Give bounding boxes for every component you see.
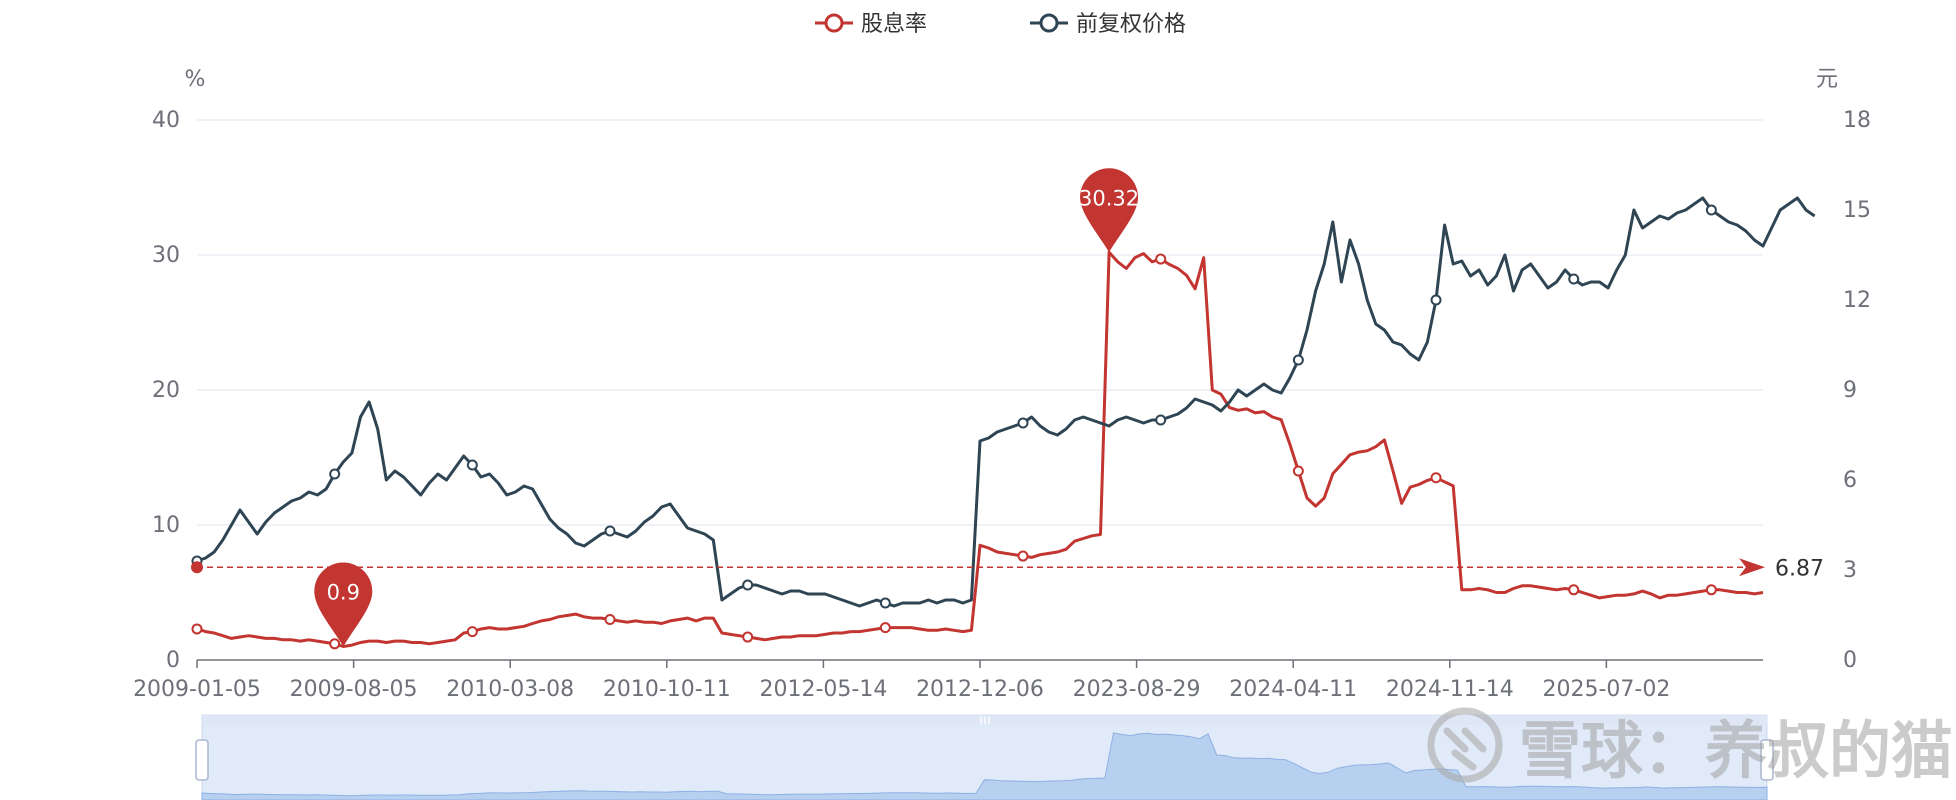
series-point <box>1430 472 1442 484</box>
series-point <box>329 468 341 480</box>
y-left-tick-label: 10 <box>152 513 180 538</box>
series-point <box>742 579 754 591</box>
y-right-unit-label: 元 <box>1816 67 1838 92</box>
y-left-tick-label: 40 <box>152 108 180 133</box>
y-axis-left: 0 10 20 30 40 <box>152 108 180 673</box>
x-axis: 2009-01-05 2009-08-05 2010-03-08 2010-10-11… <box>133 659 1763 702</box>
series-point <box>1705 584 1717 596</box>
series-point <box>1568 273 1580 285</box>
max-marker-pin <box>1080 168 1139 253</box>
zoom-track <box>201 714 1768 800</box>
x-tick-label: 2012-05-14 <box>759 677 887 702</box>
y-right-tick-label: 18 <box>1843 108 1871 133</box>
series-point <box>1705 204 1717 216</box>
grid <box>197 119 1763 526</box>
x-tick-label: 2025-07-02 <box>1542 677 1670 702</box>
x-tick-label: 2023-08-29 <box>1073 677 1201 702</box>
max-marker-label: 30.32 <box>1079 186 1139 210</box>
y-left-unit-label: % <box>185 67 206 92</box>
x-tick-label: 2024-04-11 <box>1229 677 1357 702</box>
series-line <box>196 196 1816 608</box>
series-point <box>1292 354 1304 366</box>
y-right-tick-label: 12 <box>1843 288 1871 313</box>
series-point <box>191 623 203 635</box>
series-point <box>1017 417 1029 429</box>
series-line <box>196 250 1764 648</box>
series-point <box>1430 294 1442 306</box>
series-point <box>1017 550 1029 562</box>
min-marker-label: 0.9 <box>327 581 360 605</box>
x-tick-label: 2010-10-11 <box>603 677 731 702</box>
series-point <box>1155 253 1167 265</box>
watermark-text: 雪球：养叔的猫 <box>1519 714 1954 787</box>
zoom-handle[interactable] <box>195 739 209 781</box>
series-point <box>879 597 891 609</box>
legend-label: 前复权价格 <box>1076 12 1186 37</box>
markers-layer: 0.9 30.32 <box>314 168 1139 647</box>
series-point <box>604 525 616 537</box>
legend-circle-icon <box>824 13 844 33</box>
y-right-tick-label: 6 <box>1843 468 1857 493</box>
series-point <box>466 626 478 638</box>
x-tick-label: 2010-03-08 <box>446 677 574 702</box>
y-left-tick-label: 30 <box>152 243 180 268</box>
series-layer <box>191 196 1816 650</box>
series-point <box>1568 584 1580 596</box>
series-point <box>879 622 891 634</box>
legend-circle-icon <box>1039 13 1059 33</box>
y-left-tick-label: 20 <box>152 378 180 403</box>
series-point <box>466 459 478 471</box>
y-right-tick-label: 9 <box>1843 378 1857 403</box>
zoom-handle[interactable] <box>1760 739 1774 781</box>
y-right-tick-label: 15 <box>1843 198 1871 223</box>
x-tick-label: 2009-01-05 <box>133 677 261 702</box>
average-mark-line: 6.87 <box>191 556 1824 581</box>
y-left-tick-label: 0 <box>166 648 180 673</box>
y-axis-right: 0 3 6 9 12 15 18 <box>1843 108 1871 673</box>
series-point <box>604 614 616 625</box>
mark-line-label: 6.87 <box>1775 556 1824 581</box>
legend-item[interactable]: 股息率 <box>815 12 927 37</box>
x-tick-label: 2024-11-14 <box>1386 677 1514 702</box>
legend-label: 股息率 <box>861 12 927 37</box>
y-right-tick-label: 3 <box>1843 558 1857 583</box>
x-tick-label: 2012-12-06 <box>916 677 1044 702</box>
legend-item[interactable]: 前复权价格 <box>1030 12 1186 37</box>
series-point <box>1292 465 1304 477</box>
mark-line-arrow <box>1739 558 1765 577</box>
series-point <box>1155 414 1167 426</box>
series-point <box>329 638 341 650</box>
legend[interactable]: 股息率 前复权价格 <box>815 12 1186 37</box>
x-tick-label: 2009-08-05 <box>290 677 418 702</box>
watermark: 雪球：养叔的猫 <box>1425 700 1953 790</box>
min-marker-pin <box>314 562 373 647</box>
mark-line-start <box>191 561 203 574</box>
y-right-tick-label: 0 <box>1843 648 1857 673</box>
series-point <box>742 631 754 643</box>
axis-units: % 元 <box>185 67 1838 92</box>
snowball-logo-icon <box>1427 707 1503 783</box>
zoom-preview-area <box>201 732 1768 800</box>
data-zoom-slider[interactable] <box>195 714 1774 800</box>
zoom-selection <box>202 725 1767 800</box>
